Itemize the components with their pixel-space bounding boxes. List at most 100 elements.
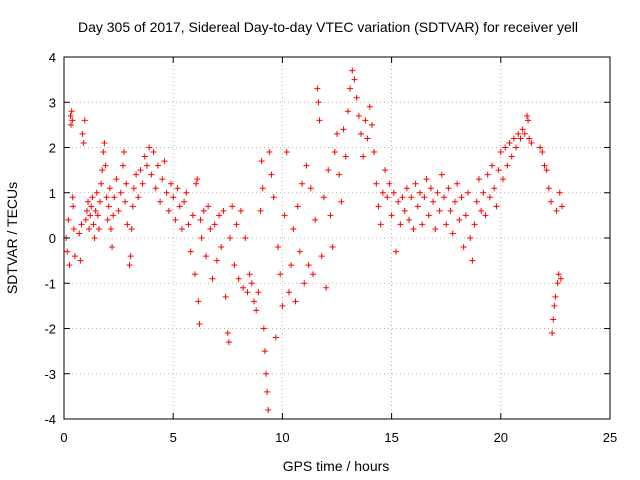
data-point	[97, 198, 104, 205]
data-point	[168, 180, 175, 187]
chart-title: Day 305 of 2017, Sidereal Day-to-day VTE…	[78, 19, 578, 35]
data-point	[508, 153, 515, 160]
data-point	[469, 257, 476, 264]
data-point	[143, 162, 150, 169]
data-point	[495, 167, 502, 174]
data-point	[553, 207, 560, 214]
data-point	[225, 339, 232, 346]
data-point	[410, 225, 417, 232]
data-point	[478, 207, 485, 214]
y-tick-label: -3	[44, 367, 56, 382]
data-point	[427, 185, 434, 192]
data-point	[465, 189, 472, 196]
data-point	[71, 253, 78, 260]
data-point	[555, 271, 562, 278]
data-point	[449, 230, 456, 237]
data-point	[124, 221, 131, 228]
data-point	[371, 149, 378, 156]
data-point	[135, 194, 142, 201]
data-point	[366, 103, 373, 110]
data-point	[353, 94, 360, 101]
data-point	[193, 180, 200, 187]
data-point	[545, 185, 552, 192]
data-point	[187, 248, 194, 255]
data-point	[99, 167, 106, 174]
data-point	[285, 289, 292, 296]
data-point	[69, 194, 76, 201]
data-point	[312, 216, 319, 223]
data-point	[388, 212, 395, 219]
data-point	[209, 275, 216, 282]
data-point	[502, 144, 509, 151]
data-point	[110, 212, 117, 219]
data-point	[425, 212, 432, 219]
data-point	[358, 130, 365, 137]
data-point	[141, 153, 148, 160]
data-point	[554, 280, 561, 287]
data-point	[329, 244, 336, 251]
x-tick-label: 20	[494, 430, 508, 445]
data-point	[105, 203, 112, 210]
data-point	[90, 221, 97, 228]
data-point	[305, 262, 312, 269]
data-point	[443, 221, 450, 228]
data-point	[416, 189, 423, 196]
data-point	[85, 198, 92, 205]
x-tick-label: 10	[275, 430, 289, 445]
data-point	[299, 180, 306, 187]
data-point	[253, 307, 260, 314]
data-point	[325, 167, 332, 174]
data-point	[539, 149, 546, 156]
data-point	[515, 130, 522, 137]
data-point	[549, 330, 556, 337]
data-point	[220, 207, 227, 214]
data-point	[441, 194, 448, 201]
data-point	[283, 149, 290, 156]
data-point	[255, 289, 262, 296]
data-point	[336, 171, 343, 178]
data-point	[558, 203, 565, 210]
x-tick-label: 25	[603, 430, 617, 445]
data-point	[165, 207, 172, 214]
data-point	[399, 194, 406, 201]
data-point	[548, 198, 555, 205]
x-tick-label: 5	[170, 430, 177, 445]
data-point	[251, 298, 258, 305]
data-point	[231, 262, 238, 269]
y-tick-label: -4	[44, 412, 56, 427]
data-point	[139, 180, 146, 187]
data-point	[351, 76, 358, 83]
data-point	[111, 194, 118, 201]
data-point	[318, 253, 325, 260]
data-point	[303, 162, 310, 169]
data-point	[349, 67, 356, 74]
data-point	[106, 185, 113, 192]
data-point	[117, 189, 124, 196]
data-point	[331, 149, 338, 156]
data-point	[379, 189, 386, 196]
data-point	[137, 167, 144, 174]
data-point	[438, 171, 445, 178]
data-point	[70, 225, 77, 232]
data-point	[454, 180, 461, 187]
data-point	[76, 230, 83, 237]
data-point	[178, 225, 185, 232]
data-point	[95, 225, 102, 232]
data-point	[497, 149, 504, 156]
data-point	[537, 144, 544, 151]
data-point	[157, 198, 164, 205]
data-point	[68, 108, 75, 115]
data-point	[150, 149, 157, 156]
data-point	[126, 262, 133, 269]
data-point	[229, 203, 236, 210]
data-point	[340, 126, 347, 133]
data-point	[493, 203, 500, 210]
data-point	[192, 271, 199, 278]
data-point	[109, 244, 116, 251]
data-point	[176, 203, 183, 210]
data-point	[316, 117, 323, 124]
data-point	[288, 262, 295, 269]
data-point	[513, 144, 520, 151]
data-point	[436, 207, 443, 214]
